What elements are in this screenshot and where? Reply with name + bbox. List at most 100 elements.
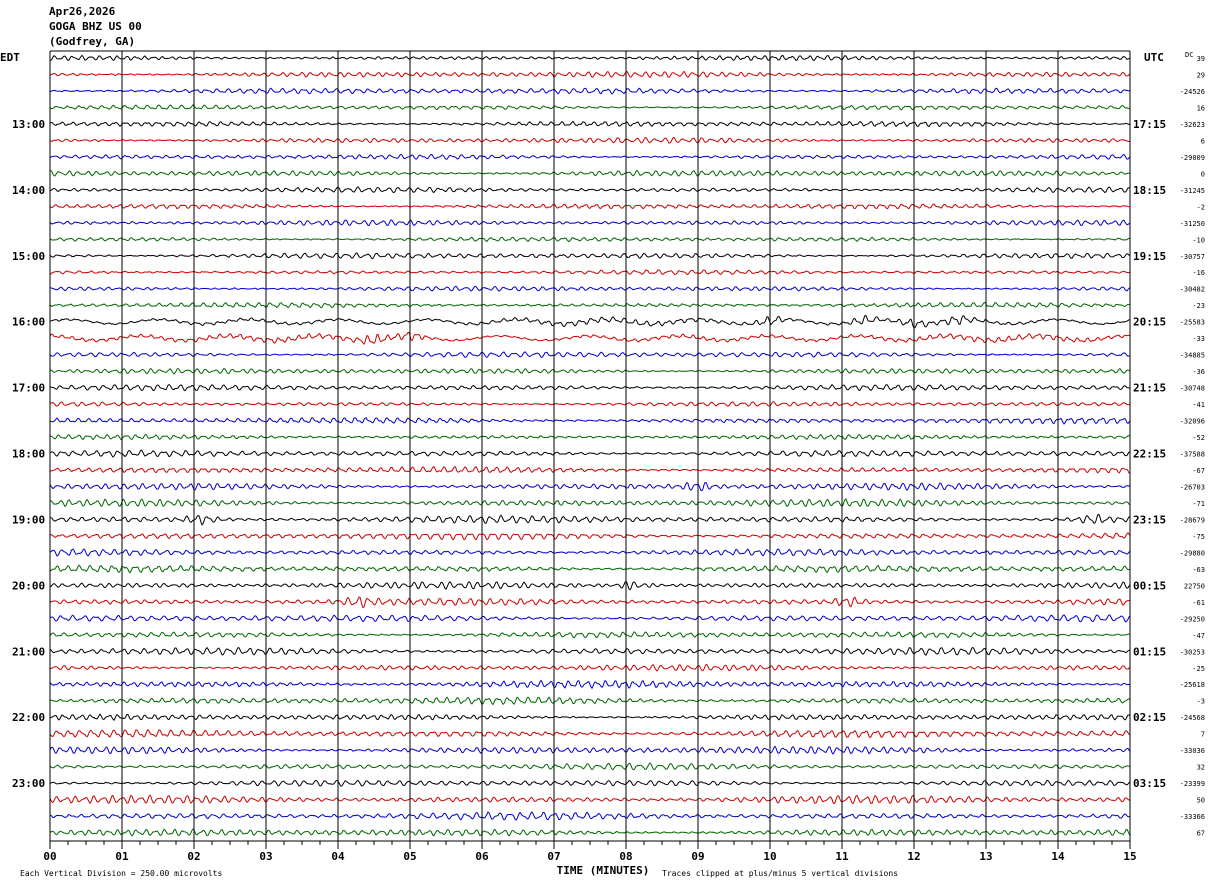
x-tick-label: 13 [979, 850, 992, 863]
trace-line [49, 70, 1131, 79]
right-hour-label: 22:15 [1133, 448, 1166, 461]
trace-line [49, 169, 1131, 177]
x-tick-label: 11 [835, 850, 849, 863]
dc-offset-label: -33366 [1180, 813, 1205, 821]
trace-line [49, 828, 1131, 837]
trace-line [49, 236, 1131, 243]
x-tick-label: 04 [331, 850, 345, 863]
trace-line [49, 136, 1131, 144]
dc-offset-label: -29009 [1180, 154, 1205, 162]
clip-note: Traces clipped at plus/minus 5 vertical … [662, 869, 898, 878]
trace-line [49, 269, 1131, 276]
dc-offset-label: -32623 [1180, 121, 1205, 129]
trace-line [49, 481, 1131, 492]
dc-offset-label: 32 [1197, 764, 1205, 772]
trace-line [49, 679, 1131, 690]
x-tick-label: 14 [1051, 850, 1065, 863]
dc-offset-label: -25 [1192, 665, 1205, 673]
trace-line [49, 646, 1131, 656]
dc-offset-label: -75 [1192, 533, 1205, 541]
left-hour-label: 22:00 [12, 711, 45, 724]
x-tick-label: 01 [115, 850, 129, 863]
trace-line [49, 331, 1131, 346]
x-tick-label: 03 [259, 850, 272, 863]
trace-line [49, 779, 1131, 787]
dc-offset-label: -24526 [1180, 88, 1205, 96]
dc-offset-label: -33 [1192, 335, 1205, 343]
dc-offset-label: -52 [1192, 434, 1205, 442]
x-tick-label: 08 [619, 850, 632, 863]
station-code: GOGA BHZ US 00 [49, 20, 142, 33]
right-hour-label: 00:15 [1133, 579, 1166, 592]
dc-offset-label: -61 [1192, 599, 1205, 607]
trace-line [49, 54, 1131, 62]
dc-offset-label: -41 [1192, 401, 1205, 409]
trace-line [49, 367, 1131, 375]
trace-line [49, 285, 1131, 292]
station-location: (Godfrey, GA) [49, 35, 136, 48]
right-hour-label: 20:15 [1133, 316, 1166, 329]
trace-line [49, 449, 1131, 458]
trace-line [49, 351, 1131, 359]
scale-note: Each Vertical Division = 250.00 microvol… [20, 869, 222, 878]
dc-offset-label: -30748 [1180, 385, 1205, 393]
dc-offset-label: -3 [1197, 698, 1205, 706]
dc-offset-label: -47 [1192, 632, 1205, 640]
trace-line [49, 87, 1131, 95]
trace-line [49, 564, 1131, 574]
dc-offset-label: -29250 [1180, 615, 1205, 623]
trace-line [49, 696, 1131, 706]
dc-offset-label: -32096 [1180, 418, 1205, 426]
x-tick-label: 07 [547, 850, 560, 863]
trace-line [49, 580, 1131, 591]
x-tick-label: 06 [475, 850, 489, 863]
dc-offset-label: -16 [1192, 269, 1205, 277]
trace-line [49, 219, 1131, 227]
right-timezone-label: UTC [1144, 51, 1164, 64]
dc-offset-label: -30482 [1180, 286, 1205, 294]
station-date: Apr26,2026 [49, 5, 116, 18]
dc-offset-label: 29 [1197, 71, 1205, 79]
trace-line [49, 713, 1131, 722]
trace-line [49, 794, 1131, 805]
dc-offset-label: -26703 [1180, 483, 1205, 491]
right-hour-label: 17:15 [1133, 118, 1166, 131]
left-hour-label: 19:00 [12, 513, 45, 526]
left-hour-label: 13:00 [12, 118, 45, 131]
dc-offset-label: -31250 [1180, 220, 1205, 228]
trace-line [49, 465, 1131, 474]
dc-offset-label: -30253 [1180, 648, 1205, 656]
dc-offset-label: 50 [1197, 797, 1205, 805]
trace-line [49, 728, 1131, 739]
dc-offset-label: -31245 [1180, 187, 1205, 195]
trace-line [49, 548, 1131, 557]
dc-offset-label: -24568 [1180, 714, 1205, 722]
trace-line [49, 532, 1131, 541]
x-axis-title: TIME (MINUTES) [557, 864, 650, 877]
right-hour-label: 03:15 [1133, 777, 1166, 790]
trace-line [49, 614, 1131, 623]
trace-line [49, 383, 1131, 392]
trace-line [49, 203, 1131, 210]
dc-offset-label: 7 [1201, 731, 1205, 739]
dc-offset-label: -34885 [1180, 352, 1205, 360]
x-tick-label: 09 [691, 850, 704, 863]
trace-line [49, 811, 1131, 821]
dc-offset-label: -67 [1192, 467, 1205, 475]
dc-offset-label: -2 [1197, 203, 1205, 211]
trace-line [49, 401, 1131, 407]
dc-offset-label: -10 [1192, 236, 1205, 244]
dc-offset-label: 6 [1201, 137, 1205, 145]
dc-offset-label: -23 [1192, 302, 1205, 310]
trace-line [49, 498, 1131, 508]
dc-offset-label: -36 [1192, 368, 1205, 376]
dc-label: DC [1185, 51, 1193, 59]
trace-group [49, 54, 1131, 837]
trace-line [49, 153, 1131, 160]
dc-offset-label: -28679 [1180, 516, 1205, 524]
left-hour-label: 16:00 [12, 316, 45, 329]
trace-line [49, 314, 1131, 329]
trace-line [49, 433, 1131, 441]
right-hour-label: 19:15 [1133, 250, 1166, 263]
trace-line [49, 186, 1131, 194]
